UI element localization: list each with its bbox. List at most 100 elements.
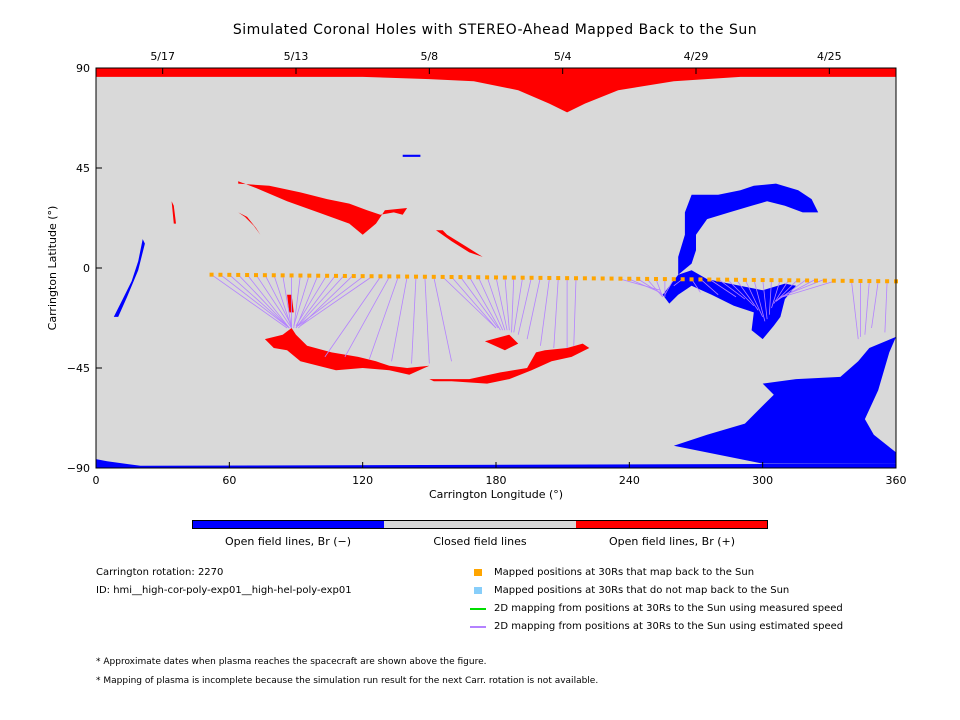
mapping-line-14 bbox=[295, 274, 337, 329]
mapped-point-21 bbox=[396, 274, 401, 279]
plot-area bbox=[96, 68, 896, 468]
mapped-point-27 bbox=[449, 275, 454, 280]
mapping-line-62 bbox=[775, 278, 799, 302]
mapped-point-30 bbox=[476, 275, 481, 280]
mapping-line-45 bbox=[646, 278, 663, 298]
mapped-point-11 bbox=[307, 273, 312, 278]
mapped-point-10 bbox=[298, 273, 303, 278]
colorbar-label-positive: Open field lines, Br (+) bbox=[608, 535, 736, 548]
mapping-line-51 bbox=[700, 278, 719, 295]
mapping-line-17 bbox=[297, 276, 363, 327]
north-polar-positive-hole bbox=[96, 68, 896, 113]
mapping-line-35 bbox=[513, 276, 524, 333]
mapped-point-72 bbox=[849, 278, 854, 283]
colorbar-label-closed: Closed field lines bbox=[433, 535, 527, 548]
mapping-lines bbox=[211, 274, 888, 364]
legend-item-not-mapped: Mapped positions at 30Rs that do not map… bbox=[474, 585, 789, 596]
mapped-point-59 bbox=[734, 277, 738, 282]
mapped-point-5 bbox=[254, 273, 258, 278]
mapped-point-41 bbox=[574, 276, 578, 281]
mapped-point-7 bbox=[271, 273, 276, 278]
mapping-line-3 bbox=[237, 274, 290, 329]
mapped-point-20 bbox=[387, 274, 392, 279]
orange-square-icon bbox=[474, 569, 482, 576]
mapping-line-7 bbox=[273, 274, 292, 329]
mapping-line-57 bbox=[753, 279, 766, 322]
mapping-line-19 bbox=[324, 276, 381, 358]
colorbar bbox=[192, 520, 768, 529]
mapped-point-60 bbox=[742, 277, 747, 282]
mapping-line-18 bbox=[300, 276, 372, 327]
mapped-point-73 bbox=[858, 278, 863, 283]
mapped-point-29 bbox=[467, 275, 472, 280]
mapped-point-62 bbox=[760, 278, 765, 283]
mapped-point-8 bbox=[280, 273, 285, 278]
x-tick-label: 60 bbox=[222, 474, 236, 487]
y-tick-label: −90 bbox=[67, 462, 90, 475]
mapped-point-0 bbox=[209, 272, 214, 277]
mapping-line-1 bbox=[220, 274, 290, 329]
mapping-line-6 bbox=[264, 274, 292, 326]
mapping-line-64 bbox=[778, 278, 817, 300]
mapped-point-18 bbox=[369, 274, 374, 279]
mapping-line-53 bbox=[717, 278, 746, 300]
mapped-points bbox=[209, 272, 898, 284]
mapped-point-53 bbox=[680, 277, 685, 282]
mapped-point-75 bbox=[876, 279, 881, 284]
mapping-line-33 bbox=[504, 276, 510, 331]
mapping-line-20 bbox=[344, 276, 390, 358]
mapped-point-64 bbox=[778, 278, 783, 283]
positive-sliver bbox=[287, 294, 294, 313]
mapped-point-50 bbox=[654, 276, 658, 281]
mapping-line-23 bbox=[411, 276, 417, 364]
mapped-point-55 bbox=[698, 277, 703, 282]
mapped-point-39 bbox=[556, 276, 561, 281]
mapped-point-26 bbox=[440, 274, 445, 279]
mapping-line-66 bbox=[782, 280, 834, 298]
mapped-point-43 bbox=[591, 276, 596, 281]
x-tick-label: 0 bbox=[93, 474, 100, 487]
mapping-line-21 bbox=[368, 276, 399, 360]
mapped-point-17 bbox=[360, 274, 365, 279]
mapping-line-31 bbox=[486, 276, 506, 331]
mapped-point-1 bbox=[218, 272, 223, 277]
mapped-point-54 bbox=[689, 277, 694, 282]
mapping-line-13 bbox=[295, 274, 328, 326]
mapped-point-76 bbox=[885, 279, 890, 284]
mapped-point-70 bbox=[831, 278, 836, 283]
northern-positive-band bbox=[238, 181, 408, 235]
mapped-point-74 bbox=[867, 279, 872, 284]
mapped-point-22 bbox=[405, 274, 410, 279]
run-id: ID: hmi__high-cor-poly-exp01__high-hel-p… bbox=[96, 585, 352, 596]
mapping-line-52 bbox=[709, 278, 737, 298]
mapping-line-10 bbox=[293, 274, 301, 329]
mapping-line-67 bbox=[851, 281, 859, 340]
mapping-line-71 bbox=[884, 281, 888, 333]
mapped-point-40 bbox=[565, 276, 570, 281]
mapped-point-61 bbox=[751, 277, 756, 282]
mapped-point-71 bbox=[840, 278, 845, 283]
top-date-label: 4/25 bbox=[817, 50, 842, 63]
mapped-point-46 bbox=[618, 276, 623, 281]
mapping-line-36 bbox=[517, 276, 532, 335]
mapping-line-15 bbox=[297, 274, 346, 327]
mapped-point-58 bbox=[725, 277, 730, 282]
mapped-point-42 bbox=[582, 276, 587, 281]
mapped-point-68 bbox=[814, 278, 818, 283]
mapped-point-12 bbox=[316, 273, 321, 278]
legend-label: 2D mapping from positions at 30Rs to the… bbox=[494, 603, 843, 614]
positive-patch-center bbox=[436, 230, 483, 257]
y-tick-label: 0 bbox=[83, 262, 90, 275]
mapping-line-59 bbox=[768, 279, 772, 315]
mapped-point-47 bbox=[627, 276, 632, 281]
coronal-hole-regions bbox=[96, 68, 896, 468]
mapping-line-39 bbox=[553, 279, 559, 349]
chart-title: Simulated Coronal Holes with STEREO-Ahea… bbox=[232, 22, 758, 38]
mapping-line-37 bbox=[526, 276, 541, 340]
mapped-point-35 bbox=[520, 275, 525, 280]
mapped-point-52 bbox=[671, 277, 676, 282]
mapping-line-48 bbox=[664, 278, 675, 295]
mapped-point-56 bbox=[707, 277, 712, 282]
mapping-line-26 bbox=[442, 276, 497, 329]
mapping-line-42 bbox=[620, 278, 661, 291]
